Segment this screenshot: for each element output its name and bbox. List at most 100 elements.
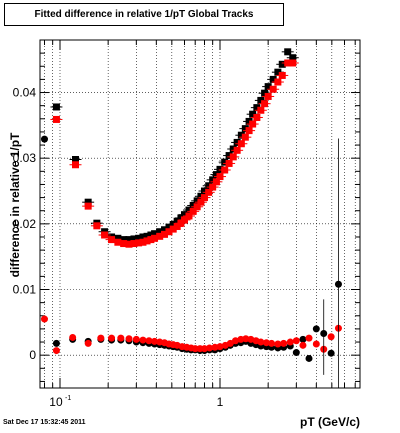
data-point [261,100,269,108]
plot-border [39,39,361,389]
plot-frame [39,39,361,389]
data-point [189,207,197,215]
data-point [135,234,143,242]
data-point [312,340,320,348]
data-point [139,233,147,241]
data-point [147,231,155,239]
data-point [299,341,307,349]
data-point [93,222,101,230]
data-point [173,217,181,225]
x-axis-ticks: 10 -1 1 [43,40,356,409]
data-point [253,104,261,112]
data-point [241,125,249,133]
data-point [242,335,250,343]
data-point [206,344,214,352]
data-point [269,85,277,93]
x-tick-label: 1 [217,395,224,409]
data-point [305,354,313,362]
timestamp: Sat Dec 17 15:32:45 2011 [3,419,86,426]
data-point [245,127,253,135]
data-point [212,178,220,186]
data-point [101,231,109,239]
data-point [286,338,294,346]
data-point [257,96,265,104]
data-point [221,158,229,166]
data-point [84,339,92,347]
data-point [262,339,270,347]
data-point [221,166,229,174]
data-point [253,113,261,121]
data-point [114,238,122,246]
data-point [197,192,205,200]
data-point [130,235,138,243]
data-point [180,211,188,219]
data-point [84,198,92,206]
data-point [52,347,60,355]
data-point [71,161,79,169]
x-axis-label: pT (GeV/c) [300,415,360,429]
data-point [69,333,77,341]
data-point [197,198,205,206]
data-point [289,54,297,62]
data-point [156,228,164,236]
data-point [269,75,277,83]
data-point [52,115,60,123]
x-tick-label: 10 [49,395,63,409]
data-point [284,48,292,56]
data-point [125,240,133,248]
data-point [169,221,177,229]
data-point [108,334,116,342]
chart-title: Fitted difference in relative 1/pT Globa… [4,3,284,26]
data-point [40,135,48,143]
data-point [169,225,177,233]
data-point [185,212,193,220]
y-axis-ticks: 0 0.01 0.02 0.03 0.04 [13,39,360,382]
data-point [264,83,272,91]
data-point [216,343,224,351]
data-point [40,315,48,323]
data-point [120,240,128,248]
data-marks [40,48,342,388]
data-point [274,78,282,86]
data-point [185,206,193,214]
x-tick-label-exponent: -1 [65,395,71,402]
data-point [327,333,335,341]
data-point [52,103,60,111]
data-point [233,138,241,146]
data-point [231,337,239,345]
data-point [216,165,224,173]
data-point [205,188,213,196]
y-tick-label: 0.04 [13,86,37,100]
data-point [245,117,253,125]
data-point [278,71,286,79]
data-point [257,106,265,114]
data-point [125,236,133,244]
data-point [71,156,79,164]
data-point [151,337,159,345]
data-point [143,237,151,245]
data-point [225,159,233,167]
data-point [216,173,224,181]
data-point [132,335,140,343]
data-point [264,92,272,100]
data-point [312,325,320,333]
y-tick-label: 0.02 [13,217,37,231]
data-point [257,338,265,346]
data-point [209,176,217,184]
data-point [205,182,213,190]
data-point [151,230,159,238]
data-point [249,120,257,128]
data-point [278,60,286,68]
data-point [200,194,208,202]
data-point [161,230,169,238]
data-point [145,337,153,345]
data-point [241,133,249,141]
data-point [114,234,122,242]
y-tick-label: 0 [29,348,36,362]
data-point [161,226,169,234]
data-point [274,340,282,348]
data-point [299,335,307,343]
data-point [125,335,133,343]
data-point [191,345,199,353]
